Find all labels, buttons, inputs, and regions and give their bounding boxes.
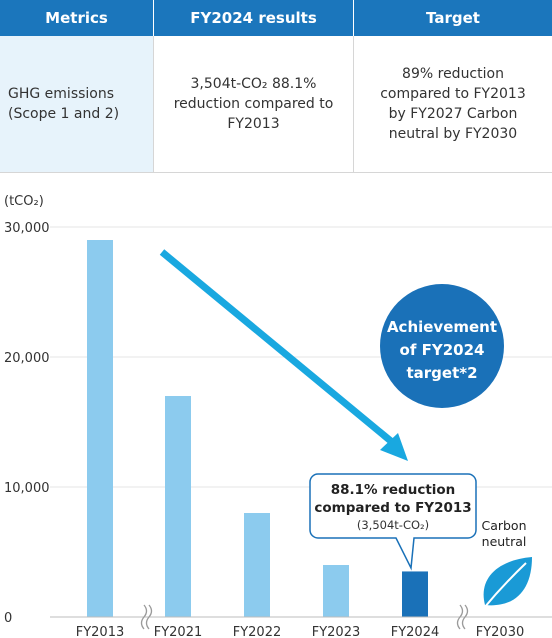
axis-break-mark bbox=[140, 604, 148, 630]
header-metrics: Metrics bbox=[0, 0, 153, 36]
header-target: Target bbox=[354, 0, 552, 36]
target-text: 89% reduction compared to FY2013 by FY20… bbox=[380, 66, 526, 142]
x-tick-label: FY2022 bbox=[233, 625, 282, 638]
header-results-label: FY2024 results bbox=[190, 9, 317, 27]
callout-box bbox=[309, 473, 477, 571]
header-results: FY2024 results bbox=[154, 0, 353, 36]
target-label-line: Carbon bbox=[481, 518, 526, 533]
cell-divider bbox=[153, 36, 154, 172]
result-text: 3,504t-CO₂ 88.1% reduction compared to F… bbox=[173, 76, 334, 132]
bars bbox=[87, 240, 428, 617]
badge-line: Achievement bbox=[387, 318, 497, 336]
badge-line: target*2 bbox=[406, 364, 477, 382]
x-tick-label: FY2023 bbox=[312, 625, 361, 638]
axis-break-mark bbox=[145, 604, 153, 630]
callout-line: compared to FY2013 bbox=[314, 500, 471, 516]
header-metrics-label: Metrics bbox=[45, 9, 108, 27]
table-bottom-border bbox=[0, 172, 552, 173]
cell-divider bbox=[353, 36, 354, 172]
bar-fy2023 bbox=[323, 565, 349, 617]
x-tick-label: FY2030 bbox=[476, 625, 525, 638]
axis-break-mark bbox=[456, 604, 464, 630]
bar-fy2013 bbox=[87, 240, 113, 617]
x-tick-label: FY2021 bbox=[154, 625, 203, 638]
bar-fy2021 bbox=[165, 396, 191, 617]
y-tick-label: 30,000 bbox=[4, 221, 50, 236]
bar-fy2022 bbox=[244, 513, 270, 617]
reduction-arrow-shaft bbox=[159, 249, 395, 445]
y-axis-unit-label: (tCO₂) bbox=[4, 194, 44, 209]
y-tick-label: 10,000 bbox=[4, 481, 50, 496]
metric-text: GHG emissions (Scope 1 and 2) bbox=[8, 86, 120, 122]
x-tick-label: FY2013 bbox=[76, 625, 125, 638]
callout-line: (3,504t-CO₂) bbox=[357, 518, 429, 532]
achievement-badge bbox=[380, 284, 504, 408]
bar-fy2024 bbox=[402, 571, 428, 617]
axis-break-mark bbox=[461, 604, 469, 630]
target-cell: 89% reduction compared to FY2013 by FY20… bbox=[354, 36, 552, 172]
reduction-arrow-head bbox=[380, 433, 408, 461]
annotations: Achievement of FY2024 target*2 88.1% reduct… bbox=[159, 249, 532, 609]
target-label-line: neutral bbox=[482, 534, 527, 549]
header-target-label: Target bbox=[426, 9, 480, 27]
badge-line: of FY2024 bbox=[400, 341, 485, 359]
header-divider bbox=[353, 0, 354, 36]
y-tick-label: 20,000 bbox=[4, 351, 50, 366]
leaf-vein bbox=[483, 562, 527, 609]
callout-line: 88.1% reduction bbox=[331, 482, 456, 498]
metric-cell: GHG emissions (Scope 1 and 2) bbox=[0, 36, 153, 172]
result-cell: 3,504t-CO₂ 88.1% reduction compared to F… bbox=[154, 36, 353, 172]
y-tick-label: 0 bbox=[4, 611, 12, 626]
gridlines: (tCO₂) 0 10,000 20,000 30,000 bbox=[4, 194, 552, 626]
x-axis: FY2013 FY2021 FY2022 FY2023 FY2024 FY2030 bbox=[50, 604, 552, 638]
x-tick-label: FY2024 bbox=[391, 625, 440, 638]
header-divider bbox=[153, 0, 154, 36]
